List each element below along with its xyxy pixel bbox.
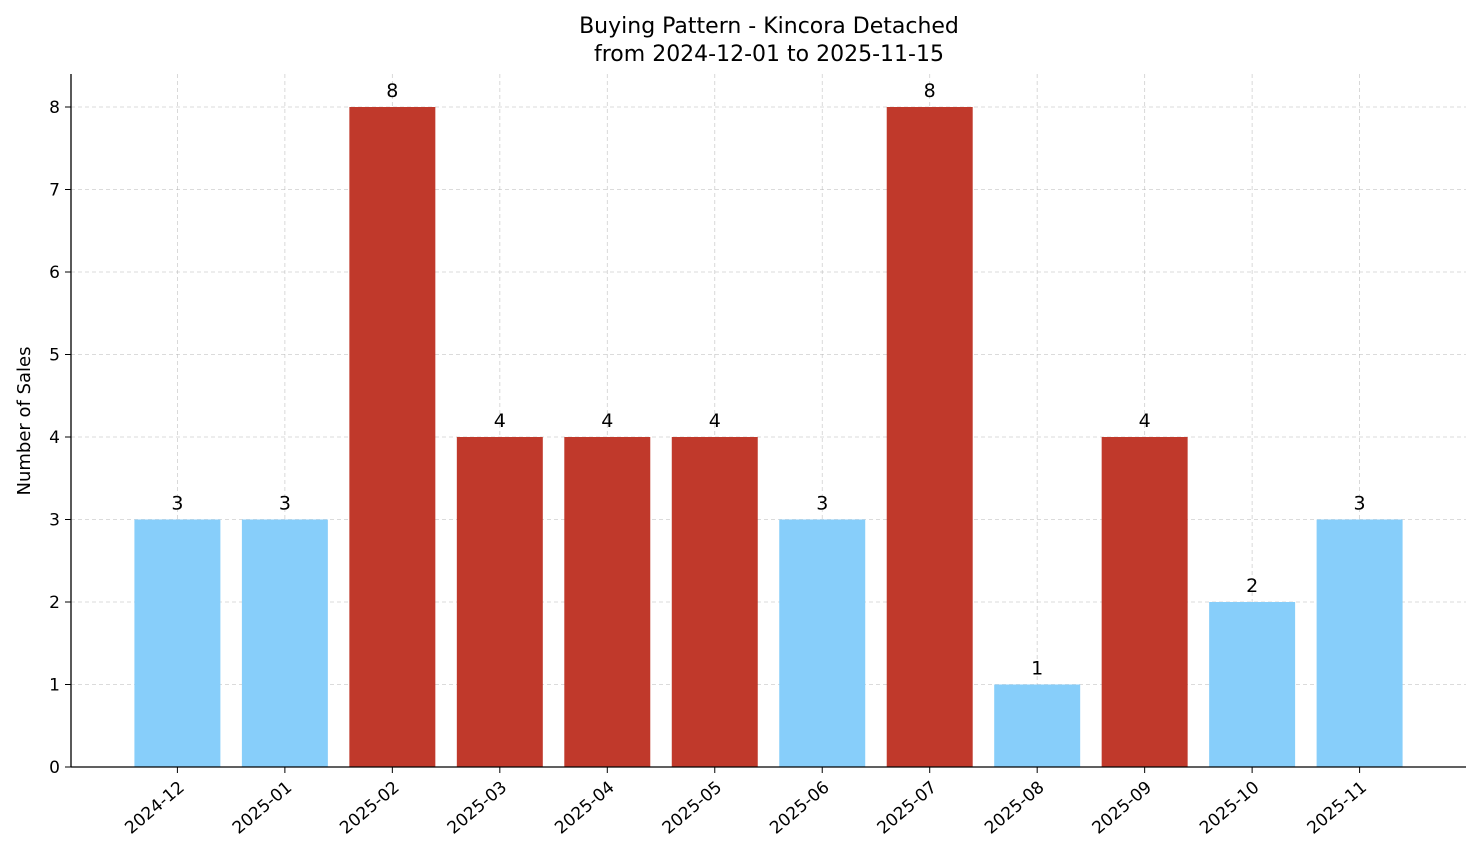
x-tick-label: 2025-07 bbox=[874, 778, 941, 839]
chart-title: Buying Pattern - Kincora Detached bbox=[579, 14, 959, 39]
y-tick-label: 0 bbox=[49, 758, 60, 778]
bar-2025-05 bbox=[671, 437, 758, 767]
data-labels: 3 3 8 4 4 4 3 8 1 4 2 3 bbox=[171, 80, 1365, 680]
x-tick-label: 2025-06 bbox=[766, 778, 833, 839]
bars bbox=[134, 107, 1403, 767]
bar-2025-04 bbox=[564, 437, 651, 767]
data-label: 4 bbox=[601, 410, 613, 432]
data-label: 4 bbox=[494, 410, 506, 432]
bar-2025-08 bbox=[994, 684, 1081, 767]
chart-subtitle: from 2024-12-01 to 2025-11-15 bbox=[594, 42, 944, 67]
y-tick-label: 4 bbox=[49, 428, 60, 448]
data-label: 8 bbox=[924, 80, 936, 102]
bar-2025-10 bbox=[1209, 602, 1296, 767]
x-tick-label: 2025-04 bbox=[551, 778, 618, 839]
y-axis-label: Number of Sales bbox=[14, 346, 35, 495]
data-label: 4 bbox=[1139, 410, 1151, 432]
x-tick-label: 2025-02 bbox=[336, 778, 403, 839]
x-tick-label: 2025-08 bbox=[981, 778, 1048, 839]
y-tick-label: 2 bbox=[49, 593, 60, 613]
y-tick-label: 8 bbox=[49, 98, 60, 118]
y-tick-label: 7 bbox=[49, 181, 60, 201]
bar-2025-09 bbox=[1101, 437, 1188, 767]
data-label: 4 bbox=[709, 410, 721, 432]
x-tick-label: 2025-09 bbox=[1089, 778, 1156, 839]
bar-2025-11 bbox=[1316, 519, 1403, 767]
x-tick-label: 2025-01 bbox=[229, 778, 296, 839]
y-tick-label: 3 bbox=[49, 511, 60, 531]
bar-2025-01 bbox=[241, 519, 328, 767]
data-label: 3 bbox=[279, 493, 291, 515]
x-tick-label: 2024-12 bbox=[121, 778, 188, 839]
bar-2025-02 bbox=[349, 107, 436, 767]
y-tick-label: 1 bbox=[49, 676, 60, 696]
bar-2025-03 bbox=[456, 437, 543, 767]
data-label: 2 bbox=[1246, 575, 1258, 597]
bar-2025-06 bbox=[779, 519, 866, 767]
x-tick-label: 2025-05 bbox=[659, 778, 726, 839]
data-label: 1 bbox=[1031, 658, 1043, 680]
y-tick-label: 6 bbox=[49, 263, 60, 283]
data-label: 3 bbox=[816, 493, 828, 515]
x-tick-label: 2025-03 bbox=[444, 778, 511, 839]
x-tick-label: 2025-11 bbox=[1304, 778, 1371, 839]
data-label: 8 bbox=[386, 80, 398, 102]
data-label: 3 bbox=[171, 493, 183, 515]
x-tick-label: 2025-10 bbox=[1196, 778, 1263, 839]
y-tick-label: 5 bbox=[49, 346, 60, 366]
bar-2024-12 bbox=[134, 519, 221, 767]
bar-2025-07 bbox=[886, 107, 973, 767]
data-label: 3 bbox=[1354, 493, 1366, 515]
